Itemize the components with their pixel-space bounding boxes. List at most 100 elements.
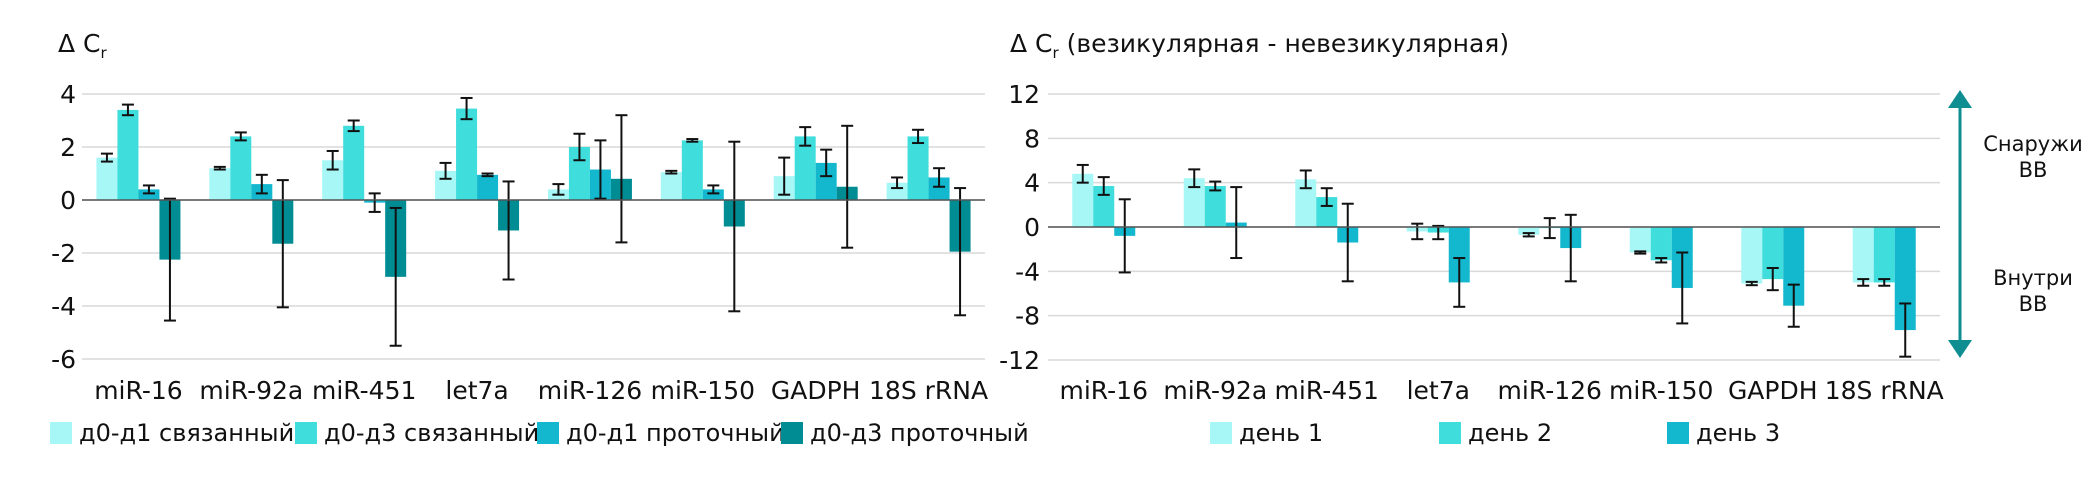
error-bar (1564, 213, 1577, 283)
category-label: miR-92a (1163, 376, 1267, 405)
bar (1093, 185, 1115, 227)
error-bar (841, 124, 854, 249)
chart1-legend: день 1 день 2 день 3 (1210, 419, 1780, 447)
error-bar (1676, 251, 1689, 325)
error-bar (276, 179, 289, 309)
error-bar (686, 138, 699, 143)
error-bar (954, 187, 967, 317)
error-bar (799, 126, 812, 147)
legend-swatch (1439, 422, 1461, 444)
legend-swatch (295, 422, 317, 444)
bar (1629, 227, 1651, 253)
chart1-ylabel: Δ Cr (везикулярная - невезикулярная) (1010, 29, 1509, 62)
error-bar (933, 167, 946, 188)
bar (230, 136, 252, 200)
error-bar (1857, 278, 1870, 287)
error-bar (1878, 278, 1891, 287)
error-bar (1543, 217, 1556, 240)
error-bar (1522, 232, 1535, 238)
category-label: miR-92a (199, 376, 303, 405)
error-bar (1766, 267, 1779, 292)
error-bar (163, 197, 176, 322)
bar (1072, 173, 1094, 227)
legend-label: день 3 (1696, 419, 1780, 447)
bar (96, 157, 118, 200)
bar (681, 140, 703, 200)
bar (1204, 185, 1226, 227)
chart0-y-tick-labels: 4 2 0 -2 -4 -6 (51, 80, 76, 374)
error-bar (1745, 280, 1758, 287)
error-bar (255, 173, 268, 195)
error-bar (707, 184, 720, 195)
side-annotation: Снаружи ВВ Внутри ВВ (1948, 90, 2083, 358)
error-bar (1230, 186, 1243, 260)
error-bar (1787, 283, 1800, 328)
error-bar (481, 172, 494, 178)
error-bar (912, 128, 925, 145)
chart0-gridlines (82, 93, 985, 360)
category-label: miR-16 (94, 376, 183, 405)
error-bar (502, 180, 515, 281)
category-label: 18S rRNA (1825, 376, 1944, 405)
y-tick-label: 0 (1024, 213, 1040, 242)
category-label: 18S rRNA (869, 376, 988, 405)
bar (456, 108, 478, 200)
error-bar (100, 152, 113, 163)
error-bar (439, 161, 452, 180)
chart1-category-labels: miR-16 miR-92a miR-451 let7a miR-126 miR-150 G… (1060, 376, 1944, 405)
category-label: let7a (1407, 376, 1470, 405)
bar (138, 189, 160, 200)
arrow-up-icon (1948, 90, 1972, 108)
chart-delta-ct-bound-vs-flow: Δ Cr 4 2 0 -2 -4 -6 miR-16 miR-92a miR-451 let7a… (50, 29, 1029, 447)
chart0-legend: д0-д1 связанный д0-д3 связанный д0-д1 прот… (50, 419, 1029, 447)
legend-item: д0-д3 проточный (781, 419, 1029, 447)
chart0-ylabel: Δ Cr (58, 29, 108, 62)
chart1-y-tick-labels: 12 8 4 0 -4 -8 -12 (999, 80, 1040, 375)
bar (1518, 227, 1540, 235)
bar (660, 172, 682, 200)
bar (702, 189, 724, 200)
bar (1873, 227, 1895, 283)
error-bar (820, 148, 833, 178)
legend-label: день 1 (1239, 419, 1323, 447)
bar (928, 177, 950, 200)
error-bar (326, 149, 339, 171)
legend-item: д0-д3 связанный (295, 419, 539, 447)
bar (1783, 227, 1805, 306)
y-tick-label: -4 (1015, 257, 1040, 286)
y-tick-label: -2 (51, 239, 76, 268)
category-label: miR-126 (1498, 376, 1602, 405)
error-bar (142, 184, 155, 195)
error-bar (1453, 257, 1466, 308)
error-bar (891, 176, 904, 190)
error-bar (1209, 180, 1222, 192)
chart0-bars (96, 108, 971, 277)
bar (1741, 227, 1763, 284)
chart0-error-bars (100, 96, 967, 347)
legend-swatch (50, 422, 72, 444)
arrow-down-icon (1948, 340, 1972, 358)
legend-swatch (781, 422, 803, 444)
error-bar (368, 192, 381, 213)
bar (1183, 178, 1205, 227)
error-bar (347, 119, 360, 133)
error-bar (728, 140, 741, 313)
bar (209, 168, 231, 200)
category-label: miR-16 (1060, 376, 1149, 405)
y-tick-label: 0 (60, 186, 76, 215)
category-label: miR-150 (1609, 376, 1713, 405)
bar (117, 109, 139, 200)
error-bar (1076, 163, 1089, 184)
error-bar (1899, 302, 1912, 358)
bar (343, 125, 365, 200)
category-label: miR-451 (1275, 376, 1379, 405)
chart-delta-ct-vesicular-minus-nonvesicular: Δ Cr (везикулярная - невезикулярная) 12 8… (999, 29, 2083, 447)
error-bar (213, 165, 226, 171)
legend-label: д0-д1 связанный (79, 419, 294, 447)
category-label: miR-150 (651, 376, 755, 405)
bar (1650, 227, 1672, 261)
error-bar (1655, 257, 1668, 264)
error-bar (121, 103, 134, 117)
error-bar (234, 131, 247, 142)
y-tick-label: -8 (1015, 302, 1040, 331)
